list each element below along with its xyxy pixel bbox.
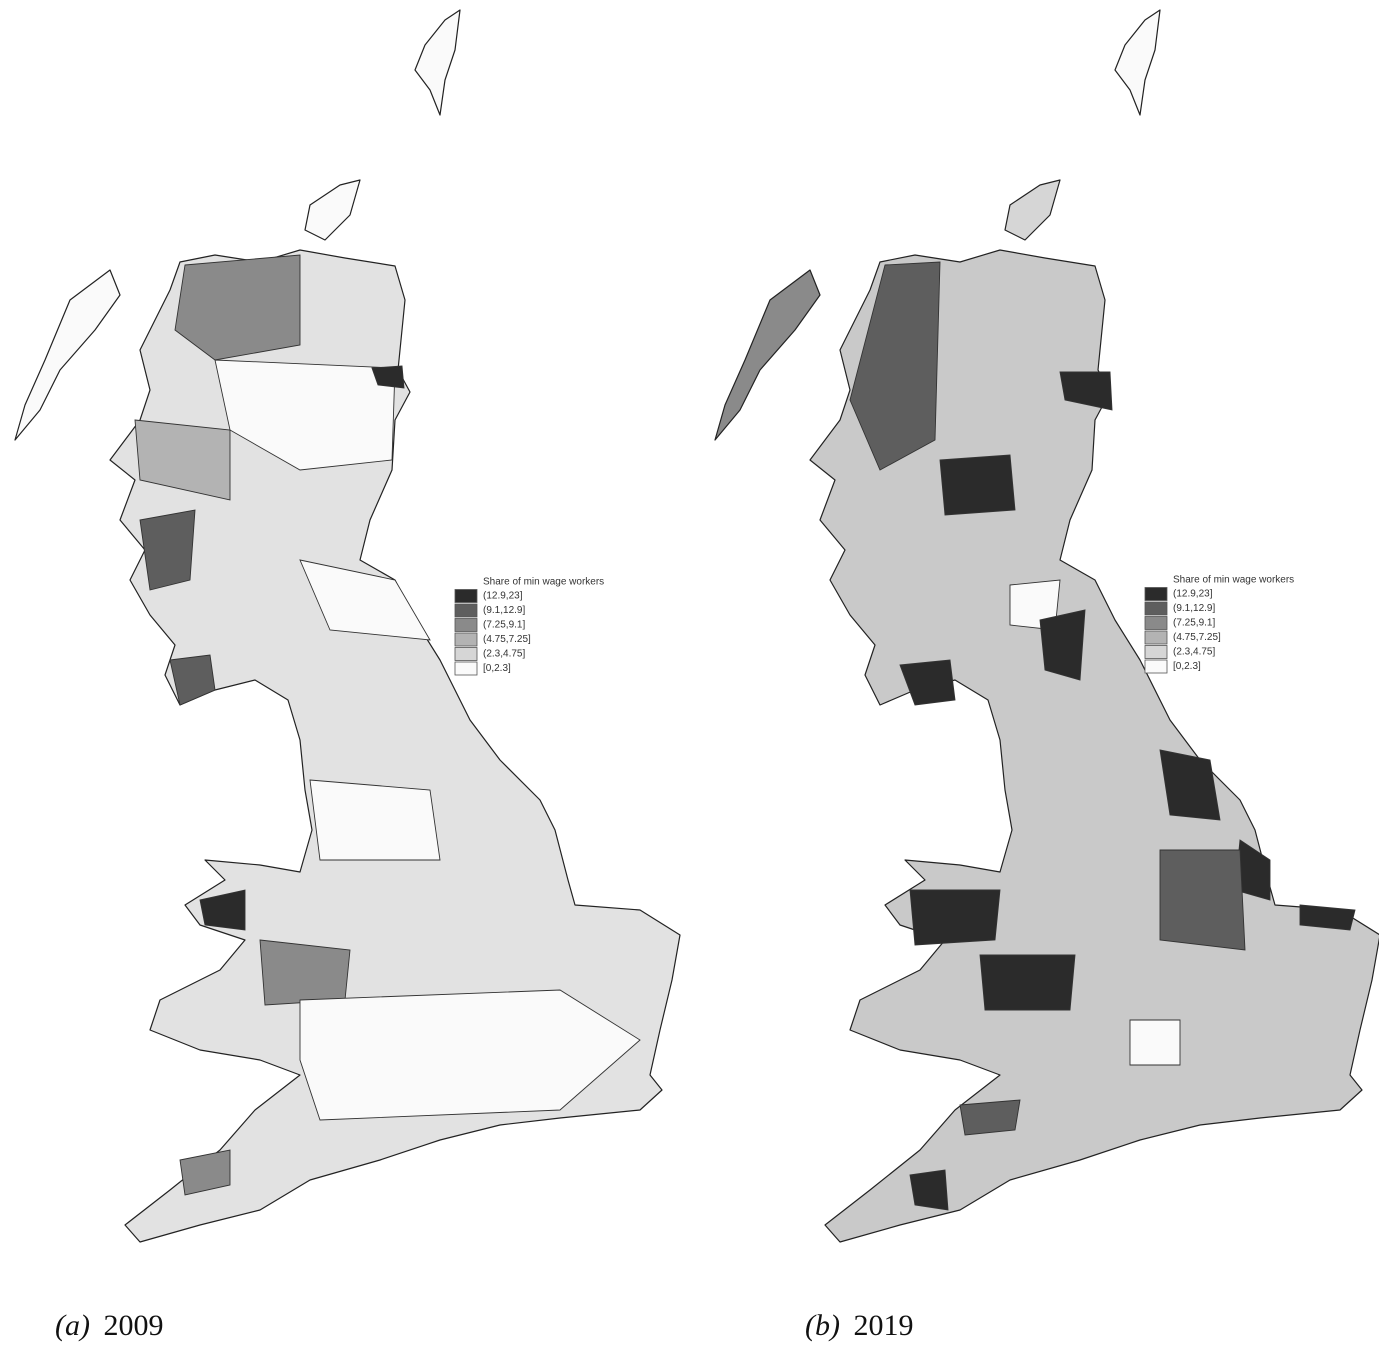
region bbox=[259, 939, 351, 1006]
legend-label: (9.1,12.9] bbox=[483, 605, 525, 616]
legend-label: (2.3,4.75] bbox=[1173, 647, 1215, 658]
island bbox=[1004, 179, 1061, 241]
island bbox=[304, 179, 361, 241]
caption-year: 2009 bbox=[103, 1309, 163, 1342]
region bbox=[169, 654, 216, 706]
legend-swatch bbox=[1144, 659, 1168, 674]
island bbox=[714, 269, 821, 441]
region bbox=[309, 779, 441, 861]
legend-swatch bbox=[454, 661, 478, 676]
legend-label: [0,2.3] bbox=[483, 663, 511, 674]
legend-swatch bbox=[1144, 630, 1168, 645]
legend-swatch bbox=[1144, 601, 1168, 616]
region bbox=[1159, 849, 1246, 951]
legend-swatch bbox=[454, 618, 478, 632]
region bbox=[849, 261, 941, 471]
legend-label: (2.3,4.75] bbox=[483, 649, 525, 660]
caption: (b) 2019 bbox=[805, 1309, 913, 1342]
island bbox=[14, 269, 121, 441]
region bbox=[139, 509, 196, 591]
legend: Share of min wage workers (12.9,23] (9.1,1… bbox=[454, 577, 604, 676]
region bbox=[299, 989, 641, 1121]
legend-title: Share of min wage workers bbox=[1173, 575, 1294, 586]
map bbox=[14, 9, 681, 1243]
map bbox=[714, 9, 1379, 1243]
legend-label: (7.25,9.1] bbox=[483, 620, 525, 631]
region bbox=[939, 454, 1016, 516]
legend-swatch bbox=[454, 632, 478, 647]
region bbox=[174, 254, 301, 361]
region bbox=[1129, 1019, 1181, 1066]
legend-label: (9.1,12.9] bbox=[1173, 603, 1215, 614]
region bbox=[959, 1099, 1021, 1136]
region bbox=[199, 889, 246, 931]
island bbox=[414, 9, 461, 116]
caption: (a) 2009 bbox=[55, 1309, 163, 1342]
legend-label: (7.25,9.1] bbox=[1173, 618, 1215, 629]
region bbox=[1039, 609, 1086, 681]
legend-swatch bbox=[1144, 645, 1168, 659]
region bbox=[299, 559, 431, 641]
legend-swatch bbox=[454, 603, 478, 618]
legend-label: (12.9,23] bbox=[1173, 589, 1213, 600]
caption-label: (b) bbox=[805, 1309, 840, 1342]
legend-swatch bbox=[454, 647, 478, 661]
region bbox=[979, 954, 1076, 1011]
legend-label: (4.75,7.25] bbox=[483, 634, 531, 645]
island bbox=[1114, 9, 1161, 116]
region bbox=[1159, 749, 1221, 821]
region bbox=[371, 365, 405, 389]
legend-swatch bbox=[454, 589, 478, 603]
region bbox=[909, 889, 1001, 946]
region bbox=[214, 359, 396, 471]
legend-swatch bbox=[1144, 587, 1168, 601]
region bbox=[134, 419, 231, 501]
legend-swatch bbox=[1144, 616, 1168, 630]
region bbox=[909, 1169, 949, 1211]
legend: Share of min wage workers (12.9,23] (9.1,1… bbox=[1144, 575, 1294, 674]
caption-label: (a) bbox=[55, 1309, 90, 1342]
region bbox=[1059, 371, 1113, 411]
region bbox=[1299, 904, 1356, 931]
legend-label: [0,2.3] bbox=[1173, 661, 1201, 672]
legend-label: (4.75,7.25] bbox=[1173, 632, 1221, 643]
region bbox=[179, 1149, 231, 1196]
legend-label: (12.9,23] bbox=[483, 591, 523, 602]
caption-year: 2019 bbox=[853, 1309, 913, 1342]
region bbox=[899, 659, 956, 706]
legend-title: Share of min wage workers bbox=[483, 577, 604, 588]
legends: Share of min wage workers (12.9,23] (9.1,1… bbox=[454, 575, 1294, 676]
